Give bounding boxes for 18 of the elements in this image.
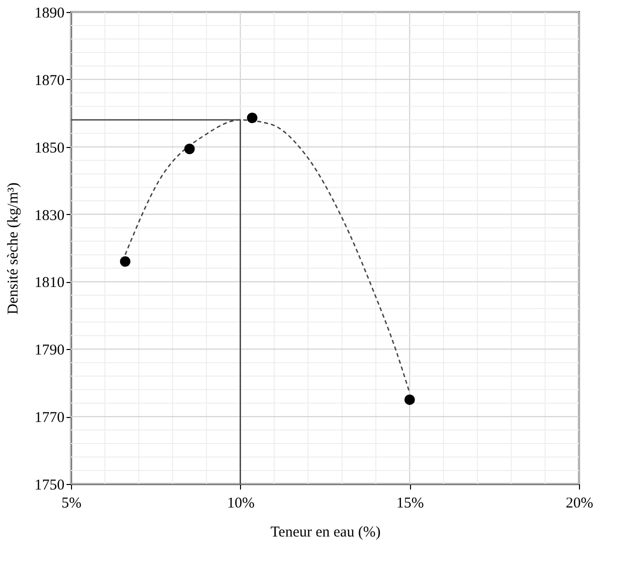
x-tick-label: 15% [396, 496, 424, 512]
y-tick-label: 1850 [34, 140, 64, 156]
x-tick-label: 20% [566, 496, 594, 512]
y-tick-label: 1770 [34, 410, 64, 426]
y-tick-label: 1890 [34, 6, 64, 22]
y-tick-label: 1750 [34, 478, 64, 494]
y-axis-title: Densité sèche (kg/m³) [6, 182, 22, 314]
x-tick-label: 10% [227, 496, 255, 512]
point [120, 256, 130, 267]
y-tick-label: 1830 [34, 208, 64, 224]
point [404, 394, 415, 405]
y-tick-label: 1810 [34, 275, 64, 292]
y-tick-label: 1790 [34, 342, 64, 359]
x-tick-label: 5% [62, 496, 82, 512]
y-tick-label: 1870 [34, 72, 64, 89]
x-axis-title: Teneur en eau (%) [270, 524, 381, 540]
point [184, 144, 195, 154]
point [246, 112, 258, 124]
